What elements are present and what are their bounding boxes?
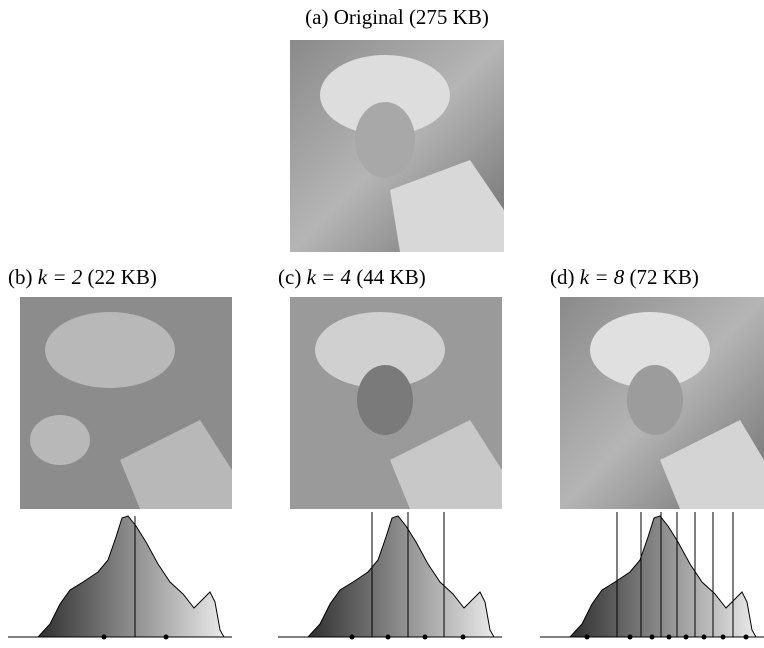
histogram <box>8 516 232 640</box>
caption-label: (d) <box>550 265 575 289</box>
caption-math: k = 4 <box>307 265 352 289</box>
caption-size: (72 KB) <box>630 265 699 289</box>
caption-label: (c) <box>278 265 301 289</box>
caption-size: (22 KB) <box>88 265 157 289</box>
caption-label: (b) <box>8 265 33 289</box>
caption-label: (a) <box>305 5 328 29</box>
caption: (d) k = 8 (72 KB) <box>550 265 699 289</box>
page: (a) Original (275 KB) (b) k = 2 (22 KB) … <box>0 0 764 648</box>
photo <box>290 297 502 509</box>
figure: (a) Original (275 KB) (b) k = 2 (22 KB) … <box>0 0 764 643</box>
caption: (c) k = 4 (44 KB) <box>278 265 426 289</box>
caption-math: k = 2 <box>38 265 83 289</box>
caption-text: Original <box>334 5 404 29</box>
caption: (b) k = 2 (22 KB) <box>8 265 157 289</box>
caption-math: k = 8 <box>580 265 625 289</box>
histogram <box>278 512 502 640</box>
caption-size: (44 KB) <box>356 265 425 289</box>
caption-size: (275 KB) <box>409 5 489 29</box>
photo <box>290 40 504 252</box>
histogram <box>540 512 764 640</box>
photo <box>20 297 232 509</box>
caption: (a) Original (275 KB) <box>305 5 489 29</box>
photo <box>560 297 764 509</box>
